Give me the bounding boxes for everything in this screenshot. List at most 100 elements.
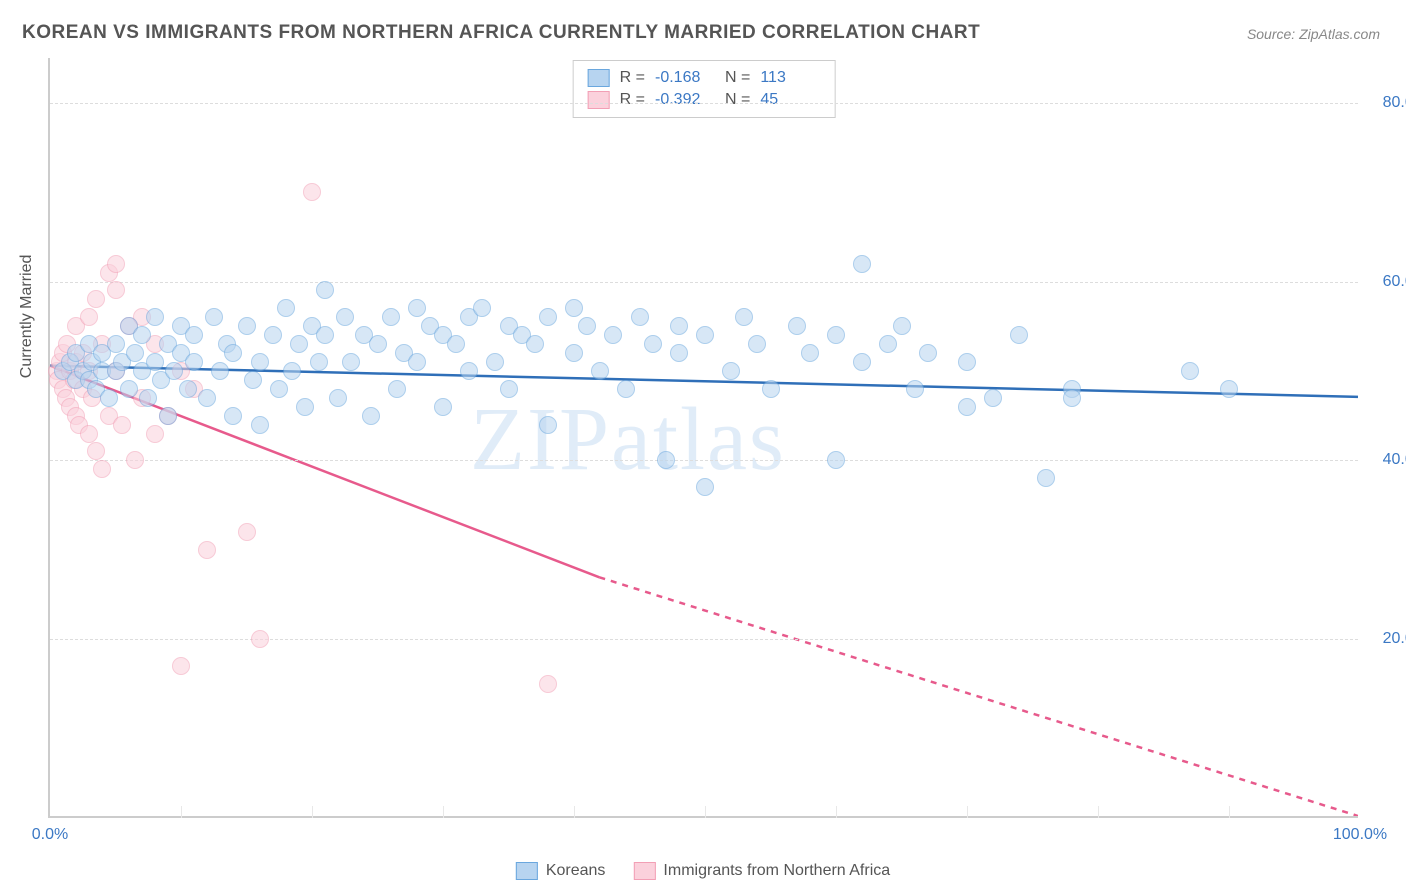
scatter-point-series1 xyxy=(735,308,753,326)
source-attribution: Source: ZipAtlas.com xyxy=(1247,26,1380,42)
x-tick-label: 100.0% xyxy=(1333,826,1387,844)
scatter-point-series1 xyxy=(526,335,544,353)
scatter-point-series1 xyxy=(1220,380,1238,398)
scatter-point-series1 xyxy=(185,326,203,344)
scatter-point-series1 xyxy=(277,299,295,317)
scatter-point-series1 xyxy=(146,353,164,371)
scatter-point-series1 xyxy=(120,380,138,398)
scatter-point-series1 xyxy=(369,335,387,353)
scatter-point-series1 xyxy=(310,353,328,371)
scatter-point-series1 xyxy=(342,353,360,371)
scatter-point-series1 xyxy=(670,317,688,335)
scatter-point-series2 xyxy=(146,425,164,443)
scatter-point-series1 xyxy=(578,317,596,335)
scatter-point-series1 xyxy=(722,362,740,380)
gridline-v xyxy=(967,806,968,818)
scatter-point-series1 xyxy=(224,344,242,362)
scatter-point-series1 xyxy=(801,344,819,362)
scatter-point-series2 xyxy=(238,523,256,541)
stats-legend: R = -0.168 N = 113 R = -0.392 N = 45 xyxy=(573,60,836,118)
scatter-point-series1 xyxy=(1010,326,1028,344)
stats-row-series2: R = -0.392 N = 45 xyxy=(588,89,821,111)
scatter-point-series1 xyxy=(565,344,583,362)
y-axis-label: Currently Married xyxy=(18,255,36,379)
swatch-series2 xyxy=(588,91,610,109)
scatter-point-series2 xyxy=(172,657,190,675)
scatter-point-series1 xyxy=(696,326,714,344)
scatter-point-series1 xyxy=(251,416,269,434)
scatter-point-series1 xyxy=(984,389,1002,407)
r-label: R = xyxy=(620,69,645,87)
scatter-point-series2 xyxy=(198,541,216,559)
r-label: R = xyxy=(620,91,645,109)
scatter-point-series1 xyxy=(748,335,766,353)
scatter-point-series1 xyxy=(251,353,269,371)
scatter-point-series1 xyxy=(100,389,118,407)
gridline-v xyxy=(836,806,837,818)
scatter-point-series1 xyxy=(958,353,976,371)
scatter-point-series2 xyxy=(126,451,144,469)
scatter-point-series1 xyxy=(296,398,314,416)
scatter-point-series1 xyxy=(316,281,334,299)
scatter-point-series2 xyxy=(539,675,557,693)
scatter-point-series1 xyxy=(382,308,400,326)
scatter-point-series1 xyxy=(919,344,937,362)
scatter-point-series1 xyxy=(762,380,780,398)
plot-area: ZIPatlas R = -0.168 N = 113 R = -0.392 N… xyxy=(48,58,1358,818)
scatter-point-series1 xyxy=(631,308,649,326)
scatter-point-series1 xyxy=(447,335,465,353)
swatch-series1 xyxy=(516,862,538,880)
scatter-point-series1 xyxy=(827,326,845,344)
gridline-v xyxy=(1098,806,1099,818)
scatter-point-series1 xyxy=(460,362,478,380)
scatter-point-series1 xyxy=(788,317,806,335)
scatter-point-series1 xyxy=(853,353,871,371)
gridline-v xyxy=(574,806,575,818)
n-label: N = xyxy=(725,91,750,109)
gridline-v xyxy=(443,806,444,818)
x-tick-label: 0.0% xyxy=(32,826,68,844)
scatter-point-series1 xyxy=(500,380,518,398)
gridline-h xyxy=(50,103,1358,104)
scatter-point-series1 xyxy=(591,362,609,380)
scatter-point-series1 xyxy=(264,326,282,344)
legend-item-series1: Koreans xyxy=(516,862,606,880)
legend-label: Koreans xyxy=(546,862,606,880)
n-value: 113 xyxy=(760,69,820,87)
scatter-point-series1 xyxy=(539,416,557,434)
chart-title: KOREAN VS IMMIGRANTS FROM NORTHERN AFRIC… xyxy=(22,22,980,44)
scatter-point-series1 xyxy=(139,389,157,407)
scatter-point-series2 xyxy=(87,290,105,308)
series-legend: Koreans Immigrants from Northern Africa xyxy=(516,862,890,880)
scatter-point-series1 xyxy=(211,362,229,380)
r-value: -0.392 xyxy=(655,91,715,109)
n-value: 45 xyxy=(760,91,820,109)
scatter-point-series1 xyxy=(316,326,334,344)
scatter-point-series1 xyxy=(198,389,216,407)
correlation-chart: KOREAN VS IMMIGRANTS FROM NORTHERN AFRIC… xyxy=(0,0,1406,892)
scatter-point-series1 xyxy=(486,353,504,371)
scatter-point-series1 xyxy=(879,335,897,353)
y-tick-label: 40.0% xyxy=(1368,451,1406,469)
scatter-point-series1 xyxy=(906,380,924,398)
scatter-point-series1 xyxy=(133,326,151,344)
scatter-point-series1 xyxy=(670,344,688,362)
gridline-h xyxy=(50,639,1358,640)
scatter-point-series1 xyxy=(539,308,557,326)
scatter-point-series2 xyxy=(87,442,105,460)
scatter-point-series2 xyxy=(303,183,321,201)
gridline-h xyxy=(50,460,1358,461)
gridline-v xyxy=(312,806,313,818)
scatter-point-series1 xyxy=(604,326,622,344)
scatter-point-series1 xyxy=(958,398,976,416)
scatter-point-series1 xyxy=(1063,389,1081,407)
scatter-point-series1 xyxy=(224,407,242,425)
scatter-point-series1 xyxy=(657,451,675,469)
n-label: N = xyxy=(725,69,750,87)
scatter-point-series1 xyxy=(696,478,714,496)
scatter-point-series1 xyxy=(244,371,262,389)
scatter-point-series1 xyxy=(617,380,635,398)
scatter-point-series1 xyxy=(107,335,125,353)
scatter-point-series1 xyxy=(270,380,288,398)
scatter-point-series1 xyxy=(185,353,203,371)
